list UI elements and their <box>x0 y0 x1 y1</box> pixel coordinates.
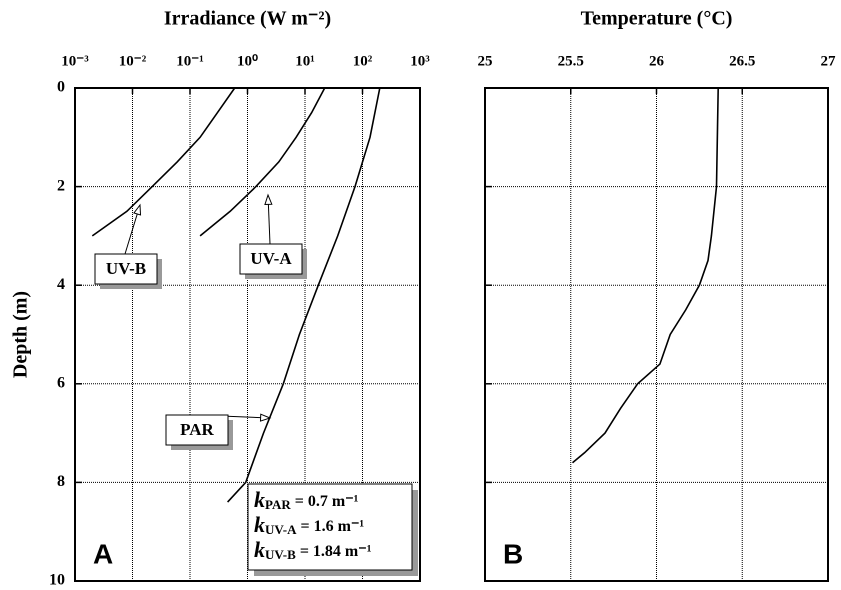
plot-frame <box>484 87 829 582</box>
y-axis-label: Depth (m) <box>10 291 32 378</box>
series-label: PAR <box>180 420 214 439</box>
k-text: = 1.6 m⁻¹ <box>297 518 365 535</box>
panel-label: B <box>503 538 523 569</box>
x-tick-label: 10³ <box>410 53 430 69</box>
arrow-head <box>133 203 142 216</box>
k-annotation: kUV-B = 1.84 m⁻¹ <box>254 537 372 562</box>
chart-title: Temperature (°C) <box>581 8 733 30</box>
k-symbol: k <box>254 512 265 537</box>
series-label: UV-B <box>106 259 146 278</box>
series-line <box>227 87 381 503</box>
k-symbol: k <box>254 537 265 562</box>
k-text: = 0.7 m⁻¹ <box>291 493 359 510</box>
series-line <box>91 87 236 237</box>
x-tick-label: 10⁰ <box>237 53 258 69</box>
y-tick-label: 4 <box>57 276 65 293</box>
x-tick-label: 10⁻³ <box>61 53 89 69</box>
y-tick-label: 2 <box>57 177 65 194</box>
y-tick-label: 6 <box>57 374 65 391</box>
x-tick-label: 10¹ <box>295 53 315 69</box>
k-subscript: UV-B <box>265 547 296 562</box>
arrow-head <box>259 413 272 422</box>
k-text: = 1.84 m⁻¹ <box>296 543 372 560</box>
label-box <box>239 243 303 275</box>
x-tick-label: 26.5 <box>729 53 755 69</box>
x-tick-label: 25 <box>478 53 493 69</box>
x-tick-label: 10⁻¹ <box>176 53 203 69</box>
x-tick-label: 26 <box>649 53 665 69</box>
k-subscript: UV-A <box>265 522 297 537</box>
k-subscript: PAR <box>265 497 291 512</box>
x-tick-label: 25.5 <box>558 53 584 69</box>
y-tick-label: 0 <box>57 79 65 96</box>
plot-frame <box>74 87 421 582</box>
chart-title: Irradiance (W m⁻²) <box>164 8 331 30</box>
series-line <box>571 87 719 464</box>
x-tick-label: 27 <box>821 53 837 69</box>
series-label: UV-A <box>250 249 292 268</box>
k-annotation: kPAR = 0.7 m⁻¹ <box>254 487 359 512</box>
x-tick-label: 10² <box>353 53 373 69</box>
x-tick-label: 10⁻² <box>119 53 147 69</box>
label-box <box>94 253 158 285</box>
panel-label: A <box>93 538 113 569</box>
label-box <box>165 414 229 446</box>
k-box <box>247 483 413 571</box>
y-tick-label: 10 <box>49 572 65 589</box>
k-symbol: k <box>254 487 265 512</box>
k-annotation: kUV-A = 1.6 m⁻¹ <box>254 512 364 537</box>
series-line <box>199 87 326 237</box>
y-tick-label: 8 <box>57 473 65 490</box>
arrow-head <box>264 193 273 206</box>
